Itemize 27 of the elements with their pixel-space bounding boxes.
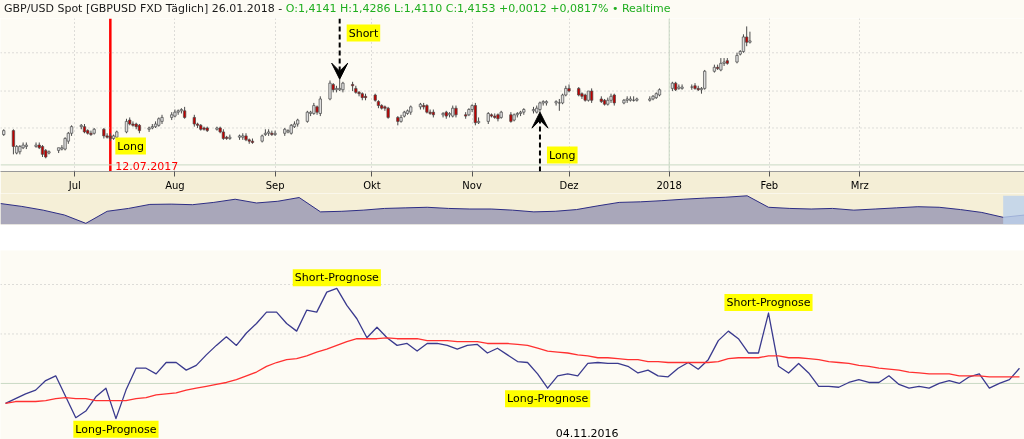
x-tick-label: Mrz — [850, 179, 869, 191]
candlestick — [11, 128, 15, 155]
annotation: Short — [348, 26, 379, 40]
ref-line-label: 12.07.2017 — [115, 159, 179, 173]
text: 04.11.2016 — [555, 426, 619, 439]
candlestick — [680, 83, 684, 91]
chart-title: GBP/USD Spot [GBPUSD FXD Täglich] 26.01.2018 - — [4, 2, 283, 15]
x-tick-label: 2018 — [656, 179, 682, 191]
candlestick — [703, 69, 707, 91]
x-tick-label: Aug — [165, 179, 185, 191]
candlestick — [748, 31, 752, 45]
annotation: Long-Prognose — [507, 392, 589, 406]
x-tick-label: Sep — [265, 179, 285, 191]
candlestick — [357, 90, 361, 97]
annotation: Short-Prognose — [294, 271, 380, 285]
x-tick-label: Nov — [462, 179, 482, 191]
chart-subtitle: O:1,4141 H:1,4286 L:1,4110 C:1,4153 +0,0012 +0,0817% • Realtime — [285, 2, 671, 15]
x-tick-label: Okt — [363, 179, 381, 191]
annotation: Long-Prognose — [75, 422, 157, 436]
x-tick-label: Dez — [559, 179, 579, 191]
annotation: Long — [548, 148, 576, 162]
candlestick — [554, 99, 558, 107]
annotation: Short-Prognose — [726, 296, 811, 310]
annotation: Long — [117, 139, 144, 153]
x-tick-label: Feb — [760, 179, 779, 191]
candlestick — [567, 83, 571, 93]
x-tick-label: Jul — [67, 179, 81, 191]
